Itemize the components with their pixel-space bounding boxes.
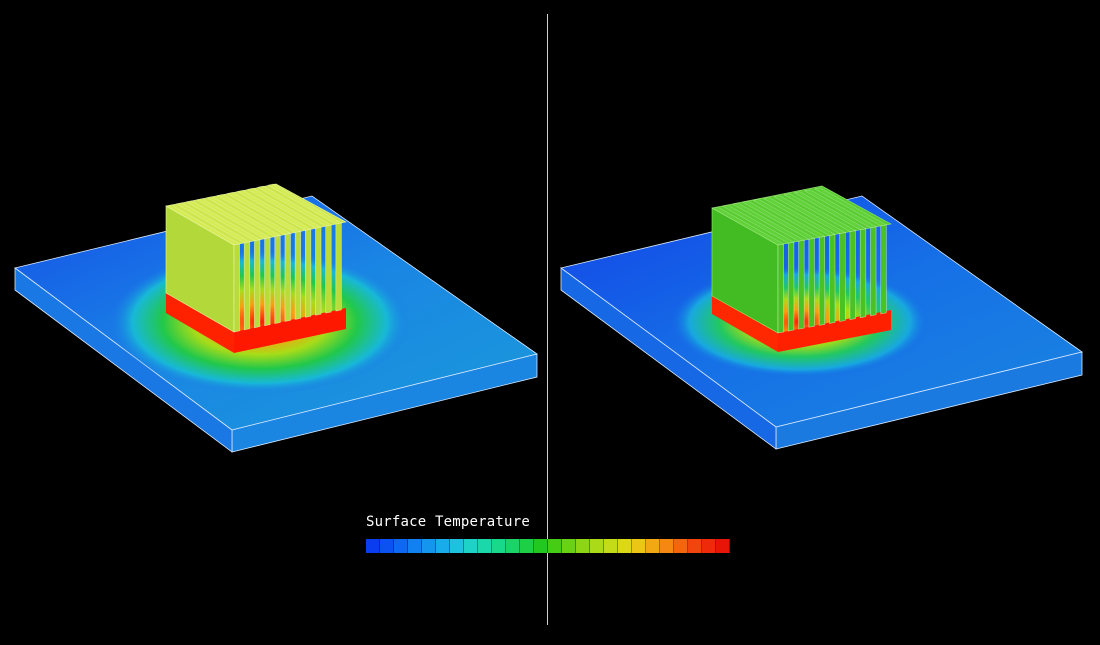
- colorbar-segment: [688, 539, 702, 553]
- heatsink-fin: [829, 234, 836, 324]
- heatsink-fin-top: [752, 199, 826, 238]
- heatsink-fin: [243, 241, 251, 331]
- view-divider: [547, 14, 548, 625]
- heatsink-fin: [808, 237, 815, 328]
- heatsink-fin: [880, 224, 887, 315]
- heatsink-fin: [315, 226, 322, 316]
- left-model: [14, 183, 538, 453]
- heatsink-fin-top: [721, 204, 795, 244]
- colorbar-segment: [548, 539, 562, 553]
- heatsink-fin: [859, 228, 867, 319]
- colorbar-segment: [436, 539, 450, 553]
- colorbar-segment: [422, 539, 436, 553]
- heatsink-fin: [335, 222, 342, 312]
- right-plate-side: [560, 267, 777, 450]
- right-base-front-face: [778, 310, 891, 352]
- colorbar-segment: [520, 539, 534, 553]
- colorbar-segment: [408, 539, 422, 553]
- heatsink-fin-top: [175, 202, 251, 244]
- heatsink-fin: [787, 241, 795, 332]
- heatsink-fin-top: [236, 189, 312, 231]
- heatsink-fin: [777, 243, 784, 334]
- colorbar-segment: [492, 539, 506, 553]
- heatsink-fin-top: [762, 197, 836, 236]
- right-heatsink-fins: [711, 187, 888, 334]
- left-base-left-face: [166, 293, 234, 353]
- left-plate-side: [14, 267, 233, 453]
- colorbar-segment: [632, 539, 646, 553]
- colorbar-segment: [380, 539, 394, 553]
- colorbar-segment: [604, 539, 618, 553]
- colorbar-segment: [464, 539, 478, 553]
- heatsink-fin: [839, 232, 846, 322]
- colorbar-segment: [590, 539, 604, 553]
- colorbar-segment: [576, 539, 590, 553]
- heatsink-fin: [274, 235, 281, 325]
- heatsink-fin: [849, 230, 856, 320]
- heatsink-fin: [294, 230, 301, 320]
- heatsink-fin: [284, 233, 291, 322]
- heatsink-fin-top: [165, 204, 241, 246]
- heatsink-fin-top: [742, 200, 816, 240]
- left-heatsink-fins: [165, 183, 343, 333]
- colorbar-segment: [618, 539, 632, 553]
- heatsink-fin: [870, 226, 877, 317]
- left-base-front-face: [234, 308, 346, 353]
- heatsink-fin: [325, 224, 332, 314]
- heatsink-fin-top: [206, 196, 282, 237]
- legend-title: Surface Temperature: [366, 514, 530, 530]
- heatsink-fin-top: [256, 185, 332, 227]
- right-base-left-face: [712, 296, 778, 352]
- heatsink-fin-top: [731, 202, 805, 242]
- heatsink-fin-top: [267, 183, 343, 225]
- heatsink-fin-top: [185, 200, 261, 242]
- colorbar-segment: [702, 539, 716, 553]
- colorbar-segment: [450, 539, 464, 553]
- colorbar-segment: [660, 539, 674, 553]
- heatsink-fin: [233, 243, 240, 333]
- heatsink-fin-top: [783, 193, 857, 232]
- heatsink-fin-top: [803, 189, 877, 229]
- heatsink-fin-top: [772, 195, 847, 234]
- heatsink-fin-top: [793, 191, 867, 230]
- colorbar-segment: [394, 539, 408, 553]
- colorbar-segment: [534, 539, 548, 553]
- colorbar-segment: [478, 539, 492, 553]
- colorbar-segment: [716, 539, 730, 553]
- heatsink-fin-top: [814, 187, 888, 227]
- heatsink-fin-top: [216, 194, 292, 235]
- colorbar-segment: [366, 539, 380, 553]
- heatsink-fin: [818, 235, 826, 326]
- heatsink-fin: [304, 228, 312, 318]
- heatsink-fin-top: [246, 187, 322, 229]
- colorbar-segment: [646, 539, 660, 553]
- heatsink-fin: [254, 239, 261, 329]
- heatsink-fin-top: [226, 192, 302, 233]
- heatsink-fin: [264, 237, 271, 327]
- temperature-colorbar: [366, 539, 730, 553]
- colorbar-segment: [506, 539, 520, 553]
- right-model: [560, 185, 1083, 450]
- colorbar-segment: [562, 539, 576, 553]
- heatsink-fin-top: [195, 198, 271, 239]
- heatsink-fin: [798, 239, 805, 330]
- colorbar-segment: [674, 539, 688, 553]
- heatsink-fin-top: [711, 206, 785, 246]
